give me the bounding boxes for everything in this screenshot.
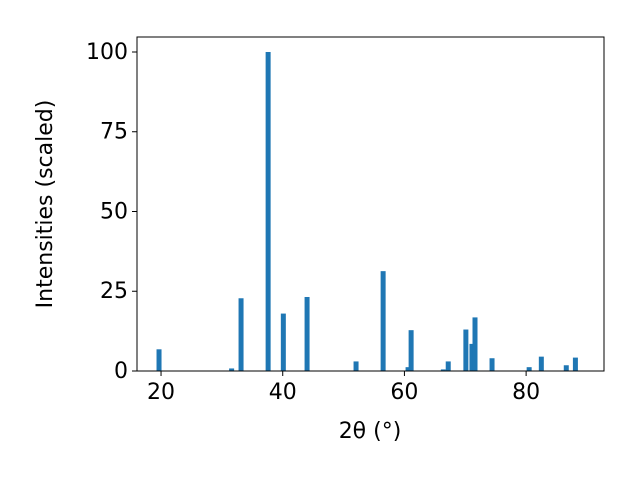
x-tick-label: 40	[269, 380, 297, 405]
bar	[280, 313, 286, 371]
bar	[472, 317, 478, 371]
bar	[445, 361, 451, 371]
bar	[353, 361, 359, 371]
bar	[238, 298, 244, 371]
x-axis-label: 2θ (°)	[339, 419, 402, 444]
bar	[489, 358, 495, 371]
x-tick-label: 80	[512, 380, 540, 405]
bar	[408, 330, 414, 371]
y-tick-label: 25	[100, 279, 128, 304]
bar	[265, 51, 271, 371]
bar	[440, 369, 446, 371]
bar	[563, 365, 569, 371]
y-axis-label: Intensities (scaled)	[33, 100, 58, 309]
bar	[156, 349, 162, 371]
y-tick-label: 75	[100, 120, 128, 145]
x-tick-label: 20	[147, 380, 175, 405]
y-tick-label: 0	[114, 359, 128, 384]
bar	[405, 367, 411, 371]
bar	[229, 368, 235, 371]
y-tick-label: 50	[100, 199, 128, 224]
x-tick-label: 60	[390, 380, 418, 405]
bar	[469, 343, 475, 371]
plot-frame	[136, 36, 605, 372]
bar	[538, 356, 544, 371]
bar	[380, 271, 386, 371]
bar	[304, 296, 310, 371]
bar	[572, 357, 578, 371]
y-tick-label: 100	[86, 40, 128, 65]
bar	[463, 329, 469, 371]
bar	[526, 367, 532, 371]
